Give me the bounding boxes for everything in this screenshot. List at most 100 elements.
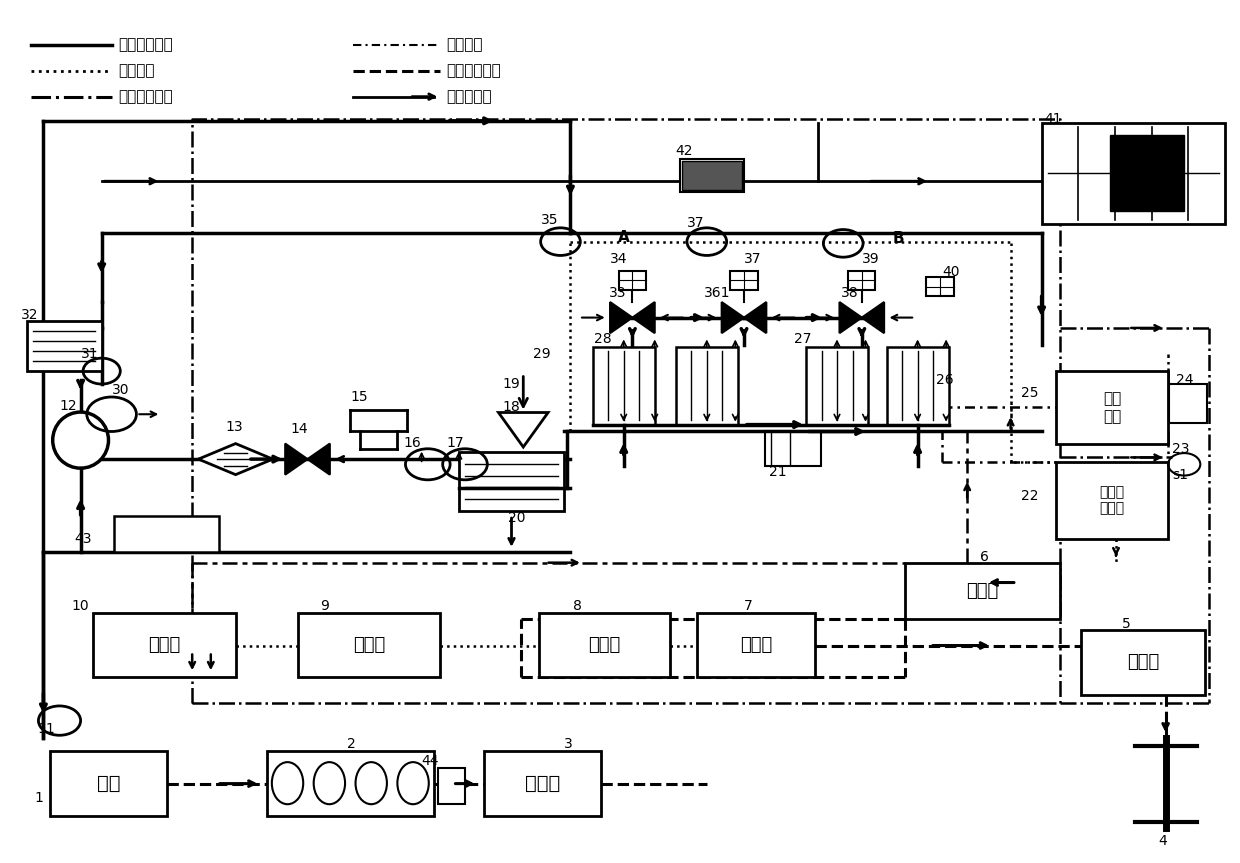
Text: 6: 6 (980, 550, 988, 564)
Text: A: A (618, 230, 629, 244)
Bar (848, 271, 875, 290)
Bar (593, 347, 655, 425)
Bar (1081, 630, 1205, 695)
Text: 22: 22 (1021, 489, 1038, 503)
Polygon shape (839, 302, 862, 333)
Text: 14: 14 (290, 422, 308, 436)
Text: 控制线路: 控制线路 (118, 63, 154, 79)
Bar (459, 452, 564, 511)
Text: 4: 4 (1158, 835, 1167, 848)
Text: 3: 3 (564, 737, 573, 751)
Bar (619, 271, 646, 290)
Text: 油箱: 油箱 (97, 773, 120, 793)
Polygon shape (198, 444, 273, 475)
Text: 蓄能充电线路: 蓄能充电线路 (118, 89, 172, 104)
Text: 28: 28 (594, 332, 611, 346)
Bar (926, 277, 954, 296)
Bar (484, 751, 601, 816)
Bar (438, 768, 465, 804)
Text: 蓄电池: 蓄电池 (148, 636, 181, 654)
Bar (50, 751, 167, 816)
Bar (1110, 135, 1184, 211)
Bar (1056, 462, 1168, 539)
Text: 电动机: 电动机 (588, 636, 621, 654)
Bar (806, 347, 868, 425)
Text: 采集
模块: 采集 模块 (1104, 392, 1121, 424)
Bar (93, 613, 236, 677)
Bar (1169, 384, 1207, 423)
Bar (676, 347, 738, 425)
Text: 23: 23 (1172, 442, 1189, 456)
Text: 41: 41 (1044, 112, 1061, 126)
Text: 33: 33 (609, 287, 626, 300)
Text: 15: 15 (351, 390, 368, 404)
Text: 10: 10 (72, 599, 89, 613)
Text: 26: 26 (936, 373, 954, 387)
Bar (1042, 123, 1225, 224)
Text: 37: 37 (744, 252, 761, 266)
Text: 31: 31 (81, 347, 98, 361)
Polygon shape (632, 302, 655, 333)
Bar (114, 516, 219, 552)
Text: 16: 16 (403, 436, 420, 450)
Bar (697, 613, 815, 677)
Text: 1: 1 (35, 791, 43, 805)
Text: B: B (893, 231, 904, 246)
Text: 34: 34 (610, 252, 627, 266)
Polygon shape (610, 302, 632, 333)
Bar (887, 347, 949, 425)
Text: 25: 25 (1021, 386, 1038, 400)
Text: 19: 19 (502, 377, 520, 391)
Text: 361: 361 (704, 287, 730, 300)
Text: 27: 27 (794, 332, 811, 346)
Text: 38: 38 (841, 287, 858, 300)
Text: 5: 5 (1122, 617, 1131, 631)
Polygon shape (862, 302, 884, 333)
Text: 变压器: 变压器 (352, 636, 386, 654)
Text: 35: 35 (541, 213, 558, 227)
Text: 20: 20 (508, 511, 526, 525)
Text: 9: 9 (320, 599, 329, 613)
Polygon shape (498, 413, 548, 447)
Text: 32: 32 (21, 308, 38, 322)
Text: 40: 40 (942, 265, 960, 279)
Bar (539, 613, 670, 677)
Text: 采集线路: 采集线路 (446, 37, 482, 53)
Text: 7: 7 (744, 599, 753, 613)
Text: 11: 11 (37, 722, 55, 736)
Bar (730, 271, 758, 290)
Bar (905, 563, 1060, 619)
Text: 2: 2 (347, 737, 356, 751)
Polygon shape (722, 302, 744, 333)
Polygon shape (744, 302, 766, 333)
Text: 电子控
制单元: 电子控 制单元 (1100, 486, 1125, 515)
Bar (1056, 371, 1168, 444)
Bar (267, 751, 434, 816)
Text: 驱动桥: 驱动桥 (1127, 653, 1159, 671)
Text: 冷却水回路: 冷却水回路 (446, 89, 492, 104)
Text: 30: 30 (112, 383, 129, 397)
Bar (298, 613, 440, 677)
Bar (682, 161, 742, 190)
Text: 动力输出线路: 动力输出线路 (446, 63, 501, 79)
Bar (765, 432, 821, 466)
Text: 13: 13 (226, 420, 243, 434)
Text: 变速箱: 变速箱 (739, 636, 773, 654)
Text: 12: 12 (60, 399, 77, 413)
Text: 39: 39 (862, 252, 879, 266)
Text: 43: 43 (74, 532, 92, 546)
Text: 44: 44 (422, 754, 439, 768)
Text: s1: s1 (1172, 468, 1188, 482)
Polygon shape (308, 444, 330, 475)
Text: 42: 42 (676, 144, 693, 158)
Text: 变速箱: 变速箱 (525, 773, 560, 793)
Bar (680, 159, 744, 192)
Text: 17: 17 (446, 436, 464, 450)
Text: 有机工质回路: 有机工质回路 (118, 37, 172, 53)
Text: 29: 29 (533, 347, 551, 361)
Bar (27, 321, 102, 371)
Text: 18: 18 (502, 400, 520, 414)
Text: 充电器: 充电器 (966, 582, 999, 600)
Text: 8: 8 (573, 599, 582, 613)
Text: 37: 37 (687, 216, 704, 230)
